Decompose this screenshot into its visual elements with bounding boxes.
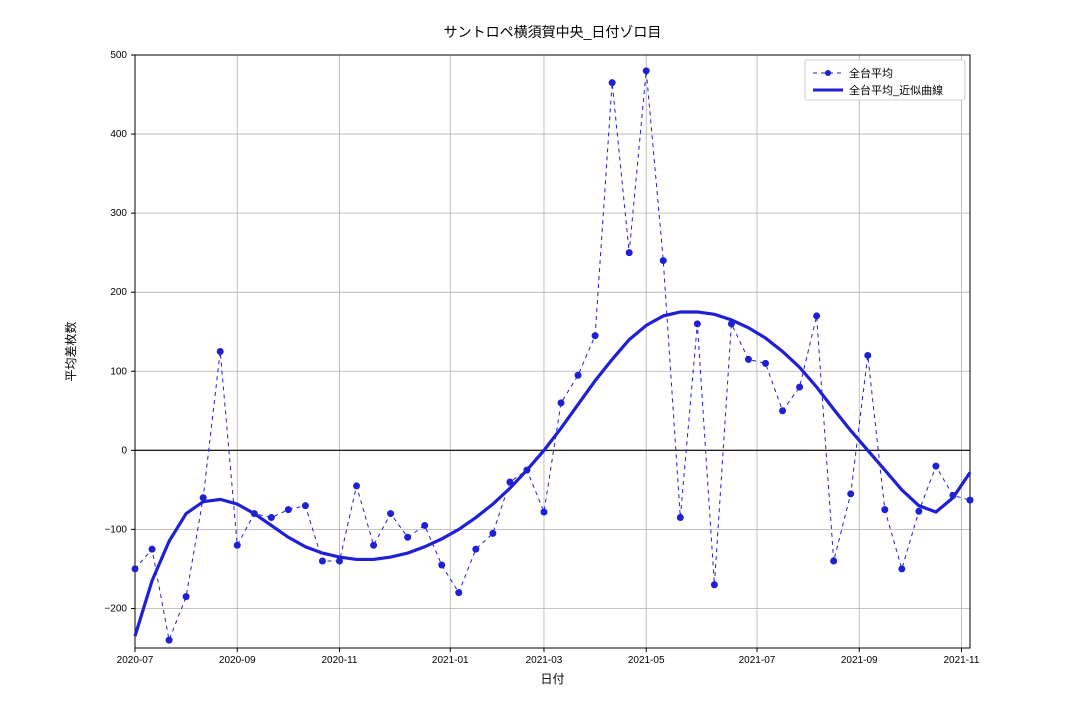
- series-marker: [540, 509, 547, 516]
- series-marker: [183, 593, 190, 600]
- series-marker: [915, 508, 922, 515]
- legend-label-2: 全台平均_近似曲線: [849, 83, 943, 97]
- ytick-label: 400: [110, 129, 127, 140]
- series-marker: [813, 312, 820, 319]
- series-marker: [609, 79, 616, 86]
- series-marker: [353, 482, 360, 489]
- series-marker: [745, 356, 752, 363]
- series-marker: [285, 506, 292, 513]
- series-marker: [660, 257, 667, 264]
- series-marker: [711, 581, 718, 588]
- series-marker: [558, 399, 565, 406]
- legend-marker-1: [825, 70, 831, 76]
- series-marker: [932, 463, 939, 470]
- series-marker: [626, 249, 633, 256]
- xlabel: 日付: [540, 672, 564, 686]
- chart-title: サントロペ横須賀中央_日付ゾロ目: [444, 24, 662, 40]
- series-marker: [166, 637, 173, 644]
- chart-svg: −200 −100 0 100 200 300 400 500 2020-07 2020-09 20…: [0, 0, 1080, 720]
- series-marker: [455, 589, 462, 596]
- ytick-label: −200: [104, 603, 127, 614]
- series-marker: [404, 534, 411, 541]
- series-marker: [132, 565, 139, 572]
- series-marker: [302, 502, 309, 509]
- ytick-label: −100: [104, 524, 127, 535]
- series-marker: [149, 546, 156, 553]
- series-marker: [898, 565, 905, 572]
- series-marker: [217, 348, 224, 355]
- series-marker: [268, 514, 275, 521]
- ylabel: 平均差枚数: [63, 321, 78, 381]
- series-marker: [421, 522, 428, 529]
- series-marker: [472, 546, 479, 553]
- xtick-label: 2021-11: [943, 655, 979, 666]
- series-marker: [234, 542, 241, 549]
- series-marker: [881, 506, 888, 513]
- legend-label-1: 全台平均: [849, 66, 893, 80]
- ytick-label: 0: [121, 445, 127, 456]
- series-marker: [575, 372, 582, 379]
- series-marker: [796, 384, 803, 391]
- series-marker: [643, 67, 650, 74]
- ytick-label: 500: [110, 50, 127, 61]
- series-marker: [762, 360, 769, 367]
- xtick-label: 2021-07: [739, 655, 776, 666]
- series-marker: [489, 530, 496, 537]
- ytick-label: 300: [110, 208, 127, 219]
- xtick-label: 2020-07: [117, 655, 154, 666]
- series-marker: [319, 558, 326, 565]
- series-marker: [592, 332, 599, 339]
- series-marker: [677, 514, 684, 521]
- ytick-label: 100: [110, 366, 127, 377]
- series-marker: [779, 407, 786, 414]
- series-marker: [438, 561, 445, 568]
- series-marker: [694, 320, 701, 327]
- chart-container: −200 −100 0 100 200 300 400 500 2020-07 2020-09 20…: [0, 0, 1080, 720]
- xtick-label: 2020-09: [219, 655, 256, 666]
- xtick-label: 2021-01: [432, 655, 469, 666]
- series-marker: [847, 490, 854, 497]
- series-marker: [387, 510, 394, 517]
- xtick-label: 2020-11: [322, 655, 358, 666]
- xtick-label: 2021-05: [628, 655, 665, 666]
- xtick-label: 2021-03: [526, 655, 563, 666]
- ytick-label: 200: [110, 287, 127, 298]
- series-marker: [967, 497, 974, 504]
- series-marker: [830, 558, 837, 565]
- series-marker: [864, 352, 871, 359]
- xtick-label: 2021-09: [841, 655, 878, 666]
- series-marker: [370, 542, 377, 549]
